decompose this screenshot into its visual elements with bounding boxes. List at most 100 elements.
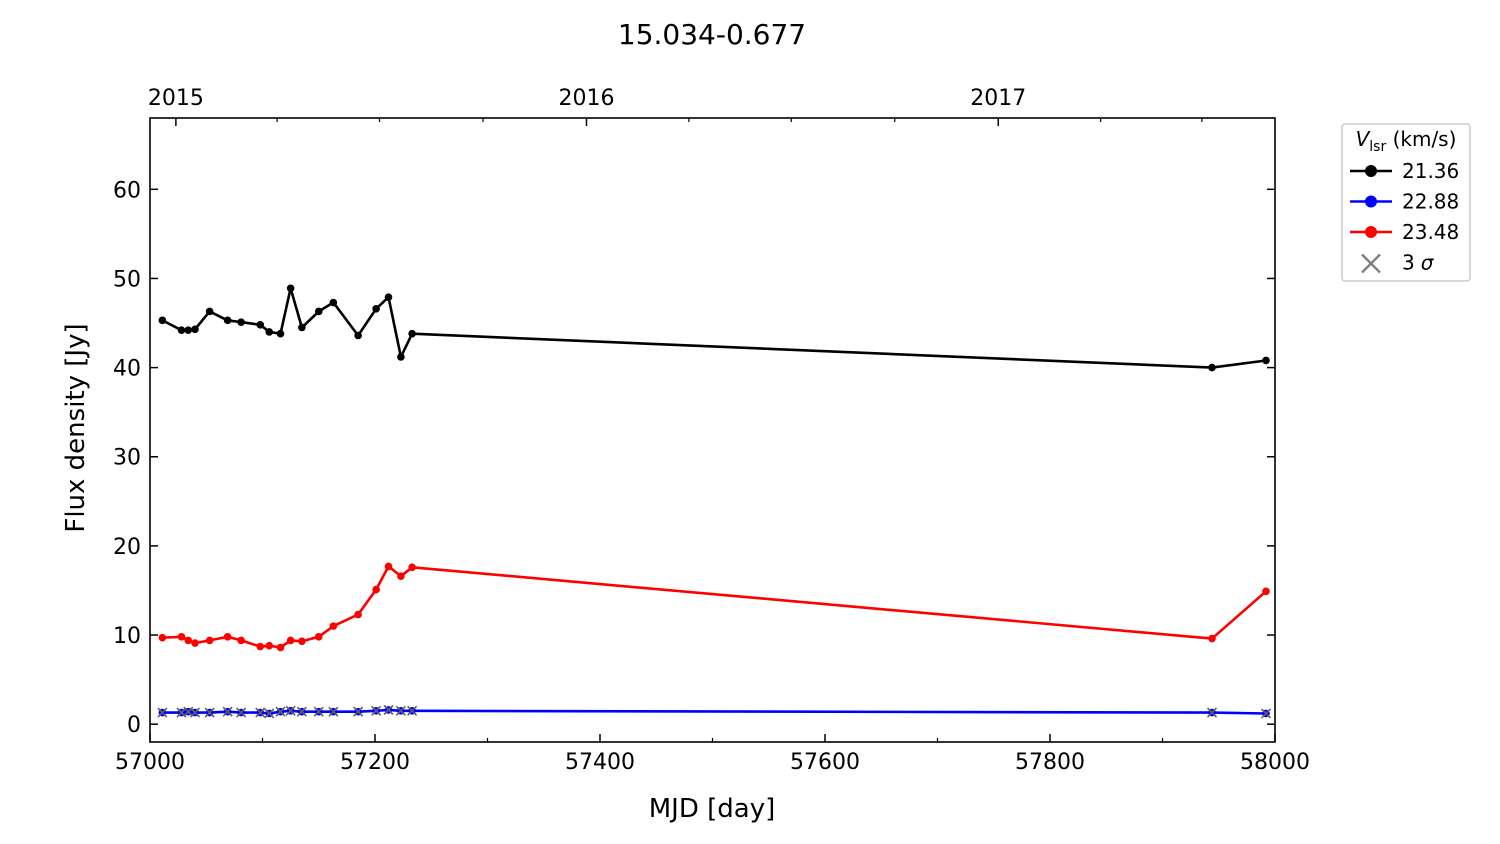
x-axis-ticks: 57000 57200 57400 57600 57800 58000	[115, 734, 1310, 775]
legend-entry: 23.48	[1350, 220, 1459, 244]
legend-label: 21.36	[1402, 159, 1459, 183]
upper-limit-marker	[353, 706, 364, 717]
data-point	[276, 329, 285, 338]
data-point	[184, 326, 193, 334]
data-point	[354, 331, 362, 340]
data-point	[223, 633, 232, 641]
data-point	[256, 642, 265, 651]
data-point	[384, 562, 393, 571]
data-point	[329, 298, 338, 307]
legend-title: Vlsr (km/s)	[1356, 127, 1457, 155]
data-point	[408, 329, 416, 338]
data-point	[158, 633, 167, 642]
data-point	[265, 328, 274, 336]
legend: Vlsr (km/s) 21.36 22.88 23.48 3 σ	[1341, 123, 1471, 282]
y-axis-ticks: 0 10 20 30 40 50 60	[113, 178, 1275, 738]
series-22.88	[157, 704, 1272, 719]
data-point	[354, 610, 362, 619]
series-group	[157, 284, 1272, 719]
data-point	[397, 572, 405, 580]
data-point	[223, 316, 232, 325]
data-point	[237, 636, 245, 645]
y-tick-label: 20	[113, 535, 141, 560]
upper-limit-marker	[204, 707, 215, 718]
data-point	[205, 636, 214, 645]
series-line	[162, 565, 1267, 649]
top-tick-label: 2017	[970, 86, 1026, 111]
upper-limit-marker	[222, 706, 233, 717]
y-tick-label: 0	[127, 713, 141, 738]
legend-title-subscript: lsr	[1369, 139, 1386, 155]
data-point	[298, 637, 306, 646]
legend-marker	[1365, 195, 1377, 208]
upper-limit-marker	[328, 706, 339, 717]
x-tick-label: 57200	[340, 750, 410, 775]
data-point	[191, 639, 199, 647]
y-tick-label: 60	[113, 178, 141, 203]
upper-limit-marker	[371, 705, 382, 716]
legend-entries: 21.36 22.88 23.48 3 σ	[1350, 159, 1459, 275]
data-point	[1208, 363, 1216, 372]
legend-title-unit: (km/s)	[1386, 127, 1456, 151]
upper-limit-marker	[255, 707, 266, 718]
legend-label-text: 3	[1402, 251, 1415, 275]
legend-marker-x	[1361, 253, 1381, 274]
legend-marker	[1365, 165, 1377, 177]
data-point	[1262, 587, 1270, 596]
upper-limit-marker	[407, 705, 418, 716]
data-point	[237, 318, 245, 326]
legend-box	[1341, 123, 1471, 282]
data-point	[314, 633, 323, 641]
x-tick-label: 57000	[115, 750, 185, 775]
legend-label-text: 23.48	[1402, 220, 1459, 244]
upper-limit-marker	[157, 707, 168, 718]
x-axis-label: MJD [day]	[649, 794, 776, 824]
legend-entry: 22.88	[1350, 190, 1459, 214]
chart-title: 15.034-0.677	[618, 18, 806, 51]
data-point	[298, 323, 306, 332]
upper-limit-marker	[1206, 707, 1218, 718]
upper-limit-marker	[395, 705, 406, 716]
y-tick-label: 30	[113, 446, 141, 471]
data-point	[286, 284, 295, 293]
upper-limit-marker	[1260, 708, 1272, 719]
data-point	[372, 304, 380, 313]
legend-label-symbol: σ	[1421, 251, 1435, 275]
top-tick-label: 2015	[148, 86, 204, 111]
y-tick-label: 40	[113, 357, 141, 382]
data-point	[276, 643, 285, 652]
plot-area	[149, 117, 1276, 743]
data-point	[177, 633, 186, 641]
x-tick-label: 57600	[790, 750, 860, 775]
series-21.36	[158, 284, 1270, 372]
legend-title-symbol: V	[1356, 127, 1371, 151]
x-tick-label: 57800	[1015, 750, 1085, 775]
data-point	[329, 622, 338, 630]
top-axis-ticks: 2015 2016 2017	[148, 86, 1203, 126]
data-point	[372, 585, 380, 594]
legend-label: 23.48	[1402, 220, 1459, 244]
data-point	[265, 641, 274, 650]
data-point	[1262, 356, 1270, 365]
data-point	[314, 307, 323, 316]
upper-limit-marker	[275, 706, 286, 717]
legend-label-text: 21.36	[1402, 159, 1459, 183]
y-tick-label: 10	[113, 624, 141, 649]
upper-limit-marker	[236, 707, 247, 718]
data-point	[1208, 634, 1216, 643]
data-point	[286, 636, 295, 645]
data-point	[384, 293, 393, 301]
y-axis-label: Flux density [Jy]	[61, 323, 91, 532]
x-tick-label: 58000	[1240, 750, 1310, 775]
x-tick-label: 57400	[565, 750, 635, 775]
upper-limit-marker	[296, 706, 307, 717]
data-point	[184, 636, 193, 645]
top-tick-label: 2016	[559, 86, 615, 111]
upper-limit-marker	[285, 705, 296, 716]
data-point	[191, 325, 199, 334]
data-point	[408, 563, 416, 572]
data-point	[158, 316, 167, 325]
data-point	[397, 353, 405, 361]
